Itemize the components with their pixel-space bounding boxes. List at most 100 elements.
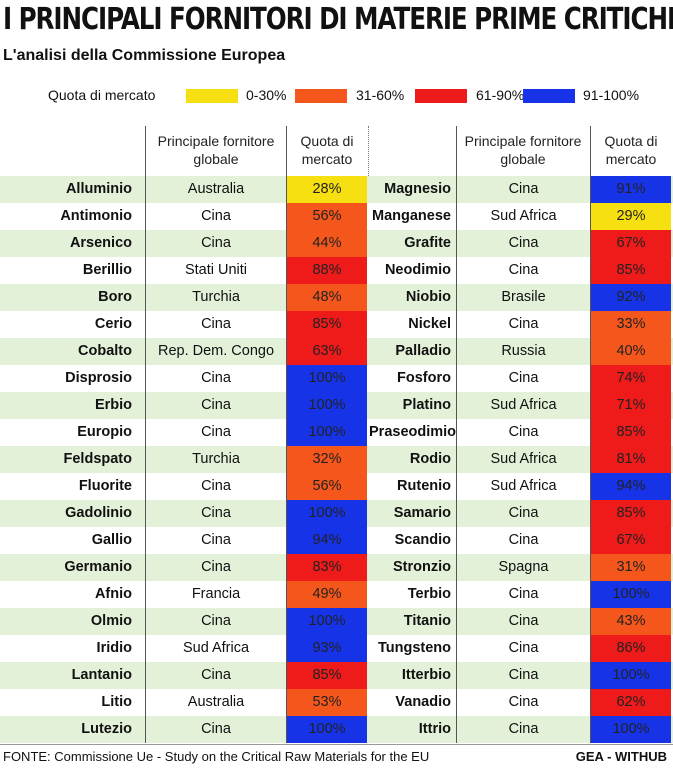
- market-share: 31%: [591, 554, 671, 581]
- material-name: Itterbio: [401, 667, 451, 683]
- market-share: 28%: [287, 176, 367, 203]
- materials-table: Alluminio Australia 28% Magnesio Cina 91% Anti…: [0, 176, 673, 743]
- market-share: 83%: [287, 554, 367, 581]
- supplier-country: Cina: [201, 721, 231, 737]
- column-divider: [456, 126, 457, 176]
- table-row: Fluorite Cina 56% Rutenio Sud Africa 94%: [0, 473, 673, 500]
- material-name: Cerio: [94, 316, 132, 332]
- supplier-country: Cina: [508, 721, 539, 737]
- material-name: Afnio: [94, 586, 132, 602]
- column-divider: [590, 176, 591, 743]
- material-name: Samario: [393, 505, 451, 521]
- column-divider: [286, 126, 287, 176]
- table-row: Cerio Cina 85% Nickel Cina 33%: [0, 311, 673, 338]
- brand-credit: GEA - WITHUB: [575, 749, 667, 764]
- supplier-country: Francia: [191, 586, 241, 602]
- supplier-country: Cina: [508, 262, 539, 278]
- material-name: Antimonio: [60, 208, 132, 224]
- material-name: Cobalto: [78, 343, 132, 359]
- legend-label: Quota di mercato: [48, 87, 156, 103]
- legend-swatch-yellow: [186, 89, 238, 103]
- market-share: 43%: [591, 608, 671, 635]
- table-row: Lantanio Cina 85% Itterbio Cina 100%: [0, 662, 673, 689]
- header-supplier-left: Principale fornitore globale: [157, 133, 275, 167]
- market-share: 100%: [287, 392, 367, 419]
- market-share: 100%: [287, 365, 367, 392]
- material-name: Litio: [101, 694, 132, 710]
- supplier-country: Sud Africa: [490, 397, 557, 413]
- table-row: Cobalto Rep. Dem. Congo 63% Palladio Russia 4…: [0, 338, 673, 365]
- supplier-country: Spagna: [498, 559, 549, 575]
- market-share: 100%: [591, 662, 671, 689]
- market-share: 67%: [591, 230, 671, 257]
- table-row: Berillio Stati Uniti 88% Neodimio Cina 85%: [0, 257, 673, 284]
- market-share: 93%: [287, 635, 367, 662]
- supplier-country: Cina: [508, 181, 539, 197]
- supplier-country: Cina: [508, 235, 539, 251]
- source-note: FONTE: Commissione Ue - Study on the Cri…: [3, 749, 430, 764]
- supplier-country: Cina: [508, 613, 539, 629]
- footer: FONTE: Commissione Ue - Study on the Cri…: [0, 744, 673, 769]
- column-divider: [145, 126, 146, 176]
- legend-range-4: 91-100%: [583, 87, 640, 103]
- material-name: Manganese: [372, 208, 451, 224]
- material-name: Vanadio: [395, 694, 451, 710]
- material-name: Feldspato: [63, 451, 132, 467]
- header-share-left: Quota di mercato: [300, 133, 354, 167]
- legend-range-3: 61-90%: [476, 87, 525, 103]
- material-name: Boro: [98, 289, 132, 305]
- supplier-country: Cina: [508, 316, 539, 332]
- material-name: Nickel: [408, 316, 451, 332]
- market-share: 44%: [287, 230, 367, 257]
- material-name: Berillio: [82, 262, 132, 278]
- market-share: 29%: [591, 203, 671, 230]
- supplier-country: Cina: [201, 397, 231, 413]
- table-row: Iridio Sud Africa 93% Tungsteno Cina 86%: [0, 635, 673, 662]
- legend-swatch-red: [415, 89, 467, 103]
- market-share: 81%: [591, 446, 671, 473]
- supplier-country: Australia: [187, 694, 245, 710]
- market-share: 67%: [591, 527, 671, 554]
- table-row: Arsenico Cina 44% Grafite Cina 67%: [0, 230, 673, 257]
- supplier-country: Sud Africa: [490, 208, 557, 224]
- table-row: Boro Turchia 48% Niobio Brasile 92%: [0, 284, 673, 311]
- market-share: 94%: [287, 527, 367, 554]
- material-name: Magnesio: [384, 181, 451, 197]
- material-name: Erbio: [94, 397, 132, 413]
- market-share: 71%: [591, 392, 671, 419]
- column-divider: [145, 176, 146, 743]
- supplier-country: Turchia: [192, 289, 240, 305]
- market-share: 40%: [591, 338, 671, 365]
- supplier-country: Cina: [201, 667, 231, 683]
- material-name: Lutezio: [81, 721, 132, 737]
- market-share: 48%: [287, 284, 367, 311]
- supplier-country: Sud Africa: [490, 451, 557, 467]
- material-name: Gadolinio: [65, 505, 132, 521]
- column-divider: [368, 126, 369, 176]
- supplier-country: Cina: [508, 586, 539, 602]
- market-share: 86%: [591, 635, 671, 662]
- market-share: 100%: [287, 608, 367, 635]
- market-share: 100%: [287, 500, 367, 527]
- material-name: Fluorite: [78, 478, 132, 494]
- supplier-country: Cina: [508, 424, 539, 440]
- column-divider: [590, 126, 591, 176]
- legend: Quota di mercato 0-30% 31-60% 61-90% 91-…: [0, 84, 673, 106]
- material-name: Titanio: [403, 613, 451, 629]
- market-share: 92%: [591, 284, 671, 311]
- table-row: Olmio Cina 100% Titanio Cina 43%: [0, 608, 673, 635]
- table-row: Erbio Cina 100% Platino Sud Africa 71%: [0, 392, 673, 419]
- supplier-country: Cina: [201, 208, 231, 224]
- supplier-country: Stati Uniti: [184, 262, 248, 278]
- material-name: Alluminio: [65, 181, 132, 197]
- supplier-country: Cina: [201, 559, 231, 575]
- material-name: Disprosio: [65, 370, 132, 386]
- market-share: 32%: [287, 446, 367, 473]
- table-row: Disprosio Cina 100% Fosforo Cina 74%: [0, 365, 673, 392]
- supplier-country: Cina: [508, 505, 539, 521]
- supplier-country: Cina: [201, 613, 231, 629]
- market-share: 94%: [591, 473, 671, 500]
- table-row: Alluminio Australia 28% Magnesio Cina 91%: [0, 176, 673, 203]
- material-name: Terbio: [407, 586, 451, 602]
- market-share: 100%: [287, 419, 367, 446]
